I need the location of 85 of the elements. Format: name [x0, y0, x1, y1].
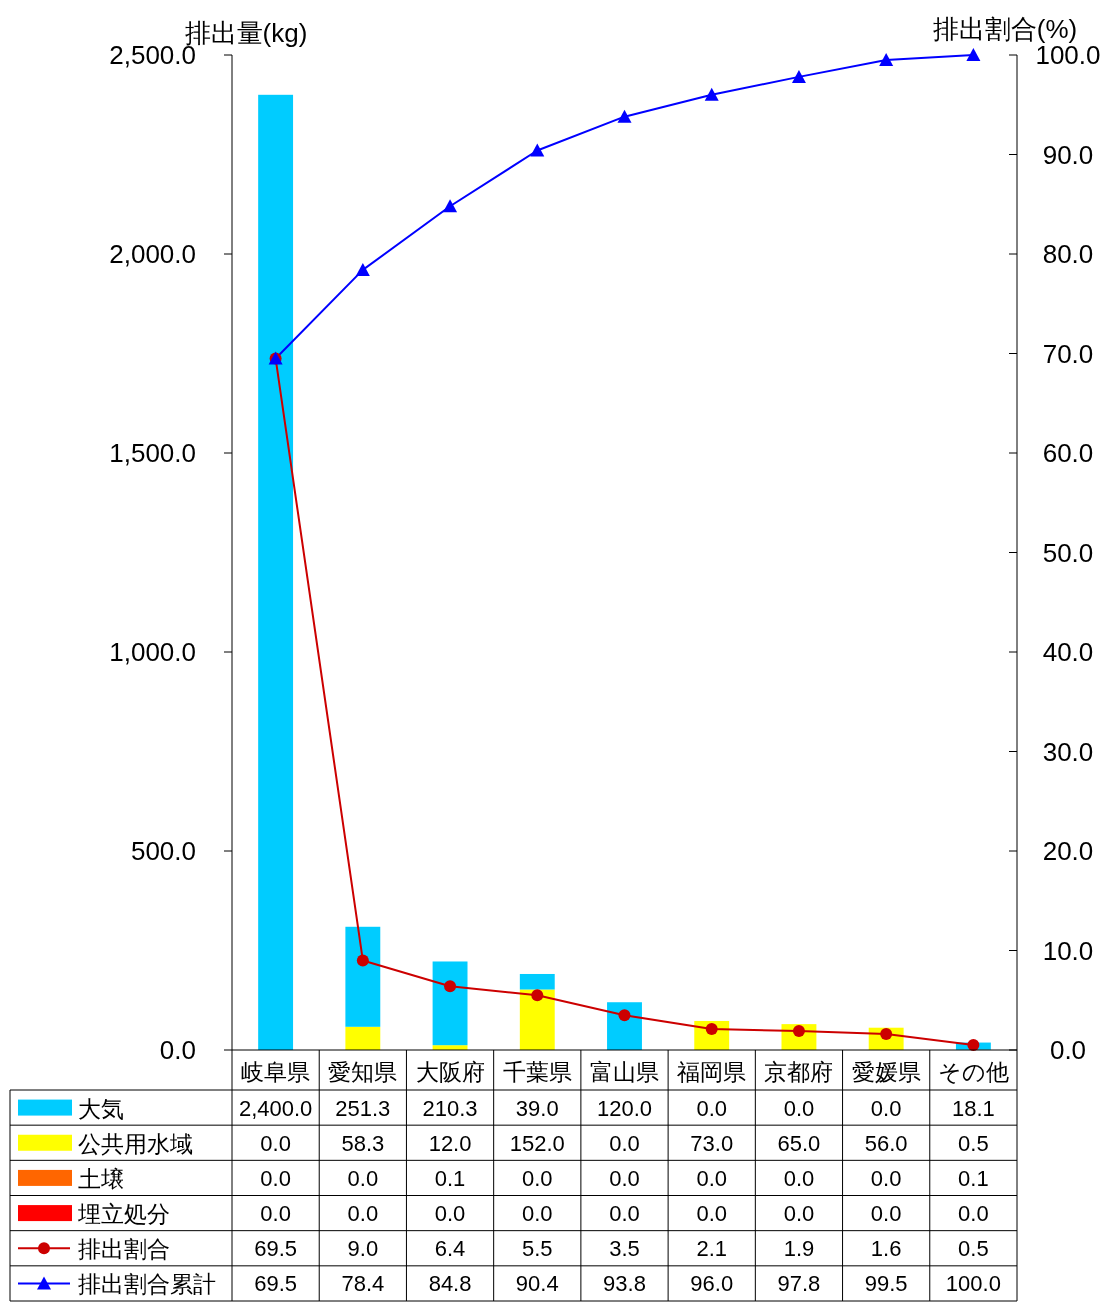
data-label: 0.1	[434, 1165, 466, 1191]
data-label: 0.0	[347, 1201, 379, 1227]
x-tick-label: 岐阜県	[241, 1059, 311, 1085]
y2-tick-label: 0.0	[1049, 1035, 1087, 1065]
y2-tick-label: 50.0	[1042, 537, 1094, 568]
legend-label: 土壌	[78, 1165, 124, 1192]
y2-tick-label: 60.0	[1042, 438, 1094, 468]
legend-label: 公共用水域	[78, 1130, 193, 1157]
data-label: 0.0	[609, 1165, 640, 1191]
data-label: 0.0	[783, 1165, 815, 1191]
data-label: 0.0	[870, 1201, 902, 1227]
data-label: 0.5	[958, 1130, 989, 1156]
data-label: 120.0	[596, 1095, 653, 1121]
data-label: 152.0	[509, 1130, 565, 1156]
data-label: 0.0	[783, 1201, 815, 1227]
y-tick-label: 500.0	[130, 836, 196, 866]
data-label: 0.0	[696, 1165, 728, 1191]
data-label: 99.5	[864, 1271, 908, 1297]
x-tick-label: 愛知県	[328, 1059, 398, 1085]
data-label: 0.0	[870, 1165, 902, 1191]
data-label: 0.0	[434, 1201, 466, 1227]
y2-tick-label: 70.0	[1042, 338, 1094, 369]
data-label: 18.1	[951, 1095, 995, 1121]
data-label: 0.0	[696, 1095, 728, 1121]
legend-label: 排出割合累計	[78, 1271, 216, 1298]
data-label: 69.5	[254, 1271, 298, 1297]
data-label: 1.9	[783, 1236, 815, 1262]
legend-label: 埋立処分	[77, 1201, 170, 1228]
x-tick-label: その他	[937, 1059, 1009, 1085]
data-label: 0.0	[260, 1201, 291, 1227]
x-tick-label: 千葉県	[502, 1059, 572, 1085]
data-label: 210.3	[422, 1095, 478, 1121]
data-label: 0.0	[347, 1165, 379, 1191]
data-label: 39.0	[515, 1095, 559, 1121]
data-label: 0.0	[696, 1201, 728, 1227]
data-label: 69.5	[254, 1236, 298, 1262]
y2-tick-label: 90.0	[1042, 139, 1094, 170]
data-label: 0.0	[521, 1165, 553, 1191]
data-label: 0.0	[521, 1201, 553, 1227]
data-label: 0.1	[958, 1165, 989, 1191]
x-tick-label: 京都府	[764, 1059, 834, 1085]
x-tick-label: 大阪府	[415, 1059, 485, 1085]
data-label: 56.0	[864, 1130, 908, 1156]
data-label: 0.0	[609, 1130, 640, 1156]
data-label: 2,400.0	[238, 1095, 313, 1121]
y-tick-label: 0.0	[159, 1035, 196, 1065]
y2-tick-label: 30.0	[1042, 736, 1094, 767]
data-label: 96.0	[690, 1271, 734, 1297]
data-label: 12.0	[428, 1130, 472, 1156]
data-label: 5.5	[521, 1236, 553, 1262]
x-tick-label: 愛媛県	[851, 1059, 921, 1085]
data-label: 65.0	[777, 1130, 821, 1156]
y2-tick-label: 80.0	[1042, 239, 1094, 269]
data-label: 3.5	[609, 1236, 640, 1262]
data-label: 0.0	[783, 1095, 815, 1121]
y2-tick-label: 40.0	[1042, 637, 1094, 667]
legend-label: 大気	[78, 1095, 124, 1122]
data-label: 0.0	[958, 1201, 989, 1227]
legend-label: 排出割合	[78, 1236, 170, 1263]
data-label: 0.0	[260, 1130, 291, 1156]
data-label: 93.8	[603, 1271, 646, 1297]
y-tick-label: 1,000.0	[109, 637, 196, 667]
data-label: 90.4	[515, 1271, 559, 1297]
data-label: 97.8	[777, 1271, 821, 1297]
data-label: 251.3	[335, 1095, 391, 1121]
data-label: 100.0	[945, 1271, 1001, 1297]
y-tick-label: 1,500.0	[109, 438, 196, 468]
data-label: 0.5	[958, 1236, 989, 1262]
y2-axis-title: 排出割合(%)	[932, 14, 1078, 44]
data-label: 9.0	[347, 1236, 379, 1262]
data-label: 2.1	[696, 1236, 728, 1262]
data-label: 58.3	[341, 1130, 385, 1156]
y2-tick-label: 10.0	[1042, 935, 1094, 966]
data-label: 78.4	[341, 1271, 385, 1297]
x-tick-label: 富山県	[590, 1059, 659, 1085]
data-label: 6.4	[434, 1236, 466, 1262]
data-label: 0.0	[870, 1095, 902, 1121]
y2-tick-label: 20.0	[1042, 836, 1094, 866]
x-tick-label: 福岡県	[677, 1059, 747, 1085]
data-label: 73.0	[690, 1130, 734, 1156]
data-label: 84.8	[428, 1271, 472, 1297]
data-label: 1.6	[870, 1236, 902, 1262]
data-label: 0.0	[609, 1201, 640, 1227]
data-label: 0.0	[260, 1165, 291, 1191]
y-tick-label: 2,000.0	[109, 239, 196, 269]
